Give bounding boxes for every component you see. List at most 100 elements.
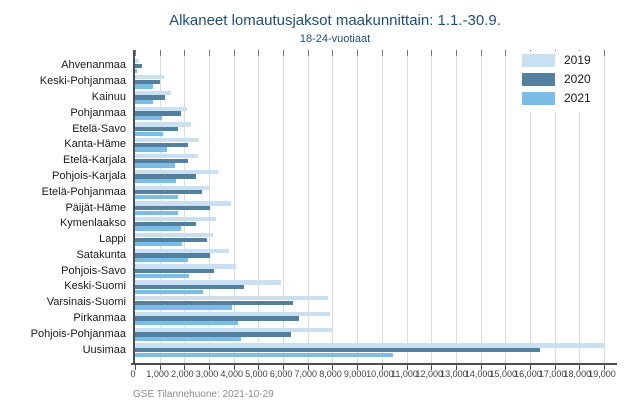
bar-2021 (135, 305, 233, 310)
bottom-axis-tick (233, 365, 235, 370)
gridline (233, 50, 235, 364)
legend-label: 2020 (564, 72, 591, 86)
y-axis-label: Pirkanmaa (73, 312, 126, 325)
y-axis-label: Kanta-Häme (64, 138, 126, 151)
top-axis-tick (307, 50, 309, 56)
y-axis-label: Etelä-Karjala (63, 154, 126, 167)
top-axis-tick (233, 50, 235, 56)
bar-2019 (135, 74, 164, 80)
bar-2021 (135, 226, 181, 231)
top-axis-tick (480, 50, 482, 56)
bar-2020 (135, 269, 215, 274)
x-axis-label: 1,000 (146, 369, 169, 379)
legend-label: 2019 (564, 53, 591, 67)
gridline (604, 50, 605, 364)
top-axis-tick (332, 50, 334, 56)
bar-2019 (135, 201, 231, 206)
bar-2020 (135, 253, 210, 258)
bar-2021 (135, 131, 164, 136)
y-axis-label: Kainuu (91, 90, 126, 103)
bar-2020 (135, 332, 292, 337)
x-axis-label: 12,000 (415, 369, 443, 379)
bottom-axis-tick (209, 365, 211, 370)
legend-swatch (522, 72, 555, 86)
y-axis-label: Kymenlaakso (59, 217, 126, 230)
bar-2019 (135, 311, 330, 317)
x-axis-label: 17,000 (538, 369, 567, 379)
bottom-axis-tick (381, 365, 383, 370)
y-axis-label: Pohjois-Pohjanmaa (30, 327, 126, 340)
x-axis-label: 2,000 (171, 369, 194, 379)
y-axis-label: Satakunta (76, 248, 126, 261)
top-axis-tick (604, 50, 605, 56)
bar-2021 (135, 147, 168, 152)
bar-2019 (135, 185, 210, 190)
bar-2020 (135, 316, 299, 321)
bar-2020 (135, 205, 210, 211)
bar-2019 (135, 327, 333, 332)
bar-2021 (135, 242, 183, 247)
x-axis-label: 7,000 (294, 369, 318, 379)
legend-swatch (522, 53, 555, 67)
gridline (554, 50, 556, 364)
bottom-axis-tick (332, 365, 334, 370)
gridline (431, 50, 433, 364)
x-axis-label: 3,000 (195, 369, 219, 379)
gridline (258, 50, 260, 364)
x-axis-label: 18,000 (563, 369, 592, 379)
top-axis-tick (159, 50, 161, 56)
legend-label: 2021 (564, 91, 591, 105)
legend-item-2021: 2021 (522, 91, 591, 105)
top-axis-tick (209, 50, 211, 56)
bar-2020 (135, 174, 196, 179)
bottom-axis-tick (184, 365, 186, 370)
gridline (480, 50, 482, 364)
x-axis-label: 13,000 (440, 369, 468, 379)
bottom-axis-tick (579, 365, 581, 370)
y-axis-label: Keski-Pohjanmaa (39, 75, 126, 88)
bar-2020 (135, 79, 160, 84)
bar-2020 (135, 95, 165, 100)
bottom-axis-tick (604, 365, 605, 370)
x-axis-label: 6,000 (269, 369, 293, 379)
bar-2019 (135, 106, 187, 111)
bar-2020 (135, 237, 208, 242)
bar-2019 (135, 169, 219, 175)
bar-2019 (135, 296, 329, 301)
bar-2020 (135, 190, 202, 195)
bottom-axis-tick (505, 365, 507, 370)
gridline (455, 50, 457, 364)
y-axis-label: Uusimaa (82, 343, 126, 356)
bar-2019 (135, 153, 198, 159)
y-axis-label: Keski-Suomi (64, 280, 126, 293)
x-axis-label: 15,000 (489, 369, 518, 379)
bar-2021 (135, 352, 394, 357)
top-axis-tick (505, 50, 507, 56)
gridline (505, 50, 507, 364)
bar-2020 (135, 142, 188, 148)
gridline (307, 50, 309, 364)
y-axis-label: Etelä-Savo (72, 122, 126, 135)
bar-2021 (135, 163, 175, 168)
bottom-axis-tick (258, 365, 260, 370)
bottom-axis-tick (480, 365, 482, 370)
bar-2020 (135, 111, 181, 116)
x-axis-label: 5,000 (245, 369, 268, 379)
gridline (381, 50, 383, 364)
top-axis-tick (431, 50, 433, 56)
bar-2021 (135, 84, 153, 89)
bar-2019 (135, 59, 140, 64)
gridline (357, 50, 359, 364)
y-axis-label: Pohjois-Savo (61, 264, 126, 277)
legend: 2019 2020 2021 (520, 51, 593, 112)
bar-2021 (135, 321, 238, 326)
y-axis-label: Ahvenanmaa (61, 59, 126, 72)
legend-item-2019: 2019 (522, 53, 591, 67)
y-axis-label: Pohjois-Karjala (52, 169, 126, 182)
gridline (529, 50, 531, 364)
bottom-axis-tick (529, 365, 531, 370)
x-axis-label: 10,000 (366, 369, 394, 379)
bar-2021 (135, 273, 189, 279)
y-axis-label: Pohjanmaa (70, 106, 126, 119)
